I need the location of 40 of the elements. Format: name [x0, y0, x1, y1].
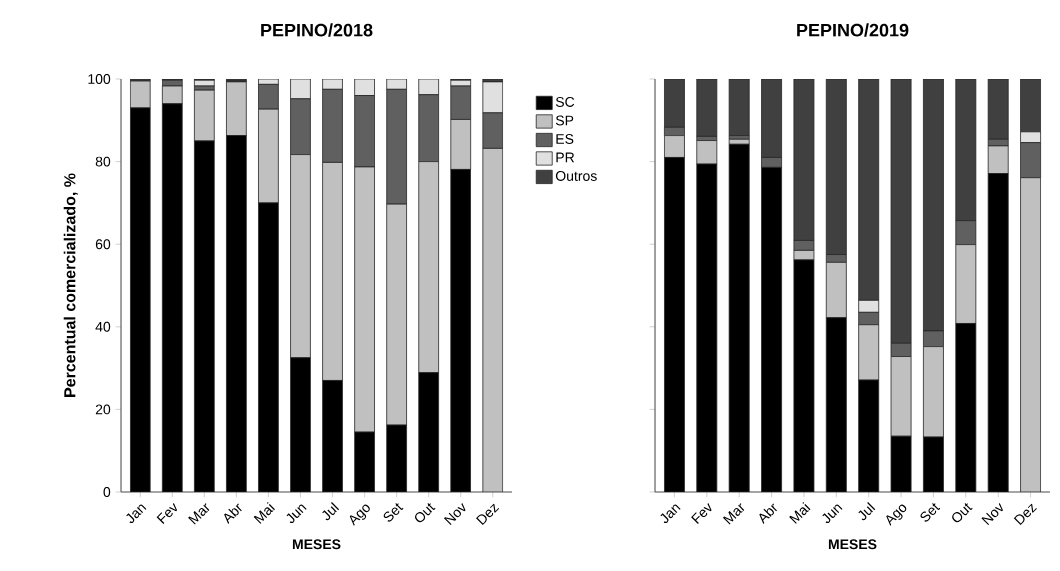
x-tick-label: Ago: [886, 504, 907, 526]
x-tick-label: Jan: [126, 504, 147, 524]
x-tick-label: Mar: [722, 503, 745, 525]
x-tick-label: Nov: [443, 503, 466, 526]
x-tick-label: Ago: [349, 504, 370, 526]
x-tick-label: Jul: [322, 502, 340, 521]
y-tick-label: 40: [95, 321, 111, 332]
x-tick-label: Fev: [691, 503, 712, 524]
x-tick-label: Jan: [660, 504, 681, 524]
x-tick-label: Jul: [858, 502, 876, 521]
legend-label: ES: [556, 134, 574, 144]
chart-title: PEPINO/2019: [797, 23, 909, 37]
x-tick-label: Nov: [981, 503, 1003, 526]
legend-label: SC: [555, 96, 575, 107]
x-tick-label: Jun: [286, 504, 307, 524]
x-axis-title: MESES: [292, 539, 341, 550]
y-tick-label: 20: [95, 404, 111, 415]
chart-title: PEPINO/2018: [261, 23, 373, 37]
legend-label: SP: [555, 115, 574, 126]
y-tick-label: 80: [95, 156, 111, 167]
x-tick-label: Out: [952, 503, 973, 523]
y-tick-label: 100: [88, 74, 111, 84]
y-tick-label: 60: [95, 239, 111, 250]
x-tick-label: Set: [920, 503, 941, 522]
x-tick-label: Fev: [156, 503, 178, 524]
y-tick-label: 0: [103, 487, 111, 497]
x-tick-label: Mar: [188, 503, 210, 525]
x-tick-label: Mai: [253, 502, 275, 524]
x-tick-label: Dez: [1013, 503, 1037, 526]
x-tick-label: Out: [415, 503, 436, 523]
x-tick-label: Jun: [822, 504, 843, 524]
y-axis-title: Percentual comercializado, %: [63, 173, 78, 397]
x-axis-title: MESES: [828, 539, 877, 550]
x-tick-label: Abr: [759, 503, 777, 525]
legend-label: Outros: [555, 171, 597, 181]
x-tick-label: Set: [383, 503, 404, 522]
legend-label: PR: [556, 152, 575, 163]
x-tick-label: Dez: [476, 503, 500, 526]
x-tick-label: Mai: [789, 502, 811, 524]
x-tick-label: Abr: [224, 503, 242, 525]
